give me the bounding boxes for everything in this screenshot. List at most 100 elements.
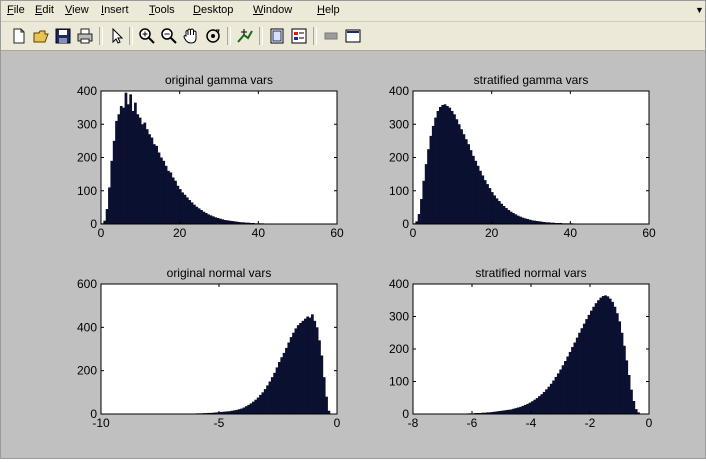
- stratified-gamma-bar: [524, 218, 527, 224]
- zoom-out-icon[interactable]: [159, 26, 179, 46]
- pan-hand-icon[interactable]: [181, 26, 201, 46]
- original-gamma-ytick-label: 0: [90, 217, 97, 231]
- open-file-icon[interactable]: [31, 26, 51, 46]
- show-plot-tools-icon[interactable]: [343, 26, 363, 46]
- menu-desktop-key: D: [193, 4, 201, 16]
- stratified-normal-bar: [581, 328, 584, 414]
- original-normal-bar: [309, 318, 312, 414]
- stratified-gamma-bar: [418, 214, 421, 224]
- stratified-normal-bar: [609, 299, 612, 414]
- original-normal-bar: [283, 353, 286, 414]
- stratified-gamma-bar: [486, 184, 489, 224]
- hide-plot-tools-icon[interactable]: [321, 26, 341, 46]
- stratified-normal-bar: [588, 315, 591, 414]
- menu-help-key: H: [317, 4, 325, 16]
- original-normal-bar: [295, 328, 298, 414]
- original-gamma-bar: [125, 93, 128, 224]
- stratified-normal-bar: [621, 333, 624, 414]
- original-gamma-ytick-label: 200: [77, 151, 97, 165]
- menu-view[interactable]: View: [65, 4, 89, 16]
- stratified-gamma-bar: [463, 134, 466, 224]
- stratified-gamma-ytick-label: 300: [389, 117, 409, 131]
- stratified-gamma-ytick-label: 100: [389, 184, 409, 198]
- menu-window[interactable]: Window: [253, 4, 292, 16]
- figure-toolbar: [1, 22, 705, 51]
- stratified-gamma-bar: [522, 218, 525, 224]
- stratified-normal-ytick-label: 200: [389, 342, 409, 356]
- original-gamma-bar: [181, 192, 184, 224]
- stratified-gamma-ytick-label: 200: [389, 151, 409, 165]
- menu-overflow-arrow-icon[interactable]: ▼: [695, 5, 704, 15]
- menu-edit[interactable]: Edit: [35, 4, 54, 16]
- original-normal-bar: [313, 321, 316, 414]
- menu-help[interactable]: Help: [317, 4, 340, 16]
- original-normal-bar: [261, 392, 264, 414]
- stratified-gamma-bar: [460, 129, 463, 224]
- data-cursor-icon[interactable]: [235, 26, 255, 46]
- original-gamma-bar: [118, 114, 121, 224]
- original-gamma-bar: [132, 111, 135, 224]
- stratified-normal-ytick-label: 300: [389, 310, 409, 324]
- menu-desktop[interactable]: Desktop: [193, 4, 233, 16]
- menu-file[interactable]: File: [7, 4, 25, 16]
- menu-bar: File Edit View Insert Tools Desktop Wind…: [1, 1, 705, 22]
- stratified-gamma-bar: [474, 161, 477, 224]
- toolbar-separator: [227, 27, 231, 45]
- stratified-normal-bar: [628, 375, 631, 414]
- menu-tools[interactable]: Tools: [149, 4, 175, 16]
- original-gamma-xtick-label: 0: [98, 226, 105, 240]
- rotate-3d-icon[interactable]: [203, 26, 223, 46]
- original-gamma-bar: [186, 197, 189, 224]
- stratified-normal-bar: [559, 369, 562, 414]
- original-gamma-bar: [212, 216, 215, 224]
- original-normal-bar: [297, 325, 300, 414]
- stratified-normal-xtick-label: -2: [585, 416, 596, 430]
- menu-edit-rest: dit: [42, 4, 54, 16]
- stratified-normal-bar: [566, 356, 569, 414]
- stratified-normal-bar: [503, 410, 506, 414]
- stratified-gamma-bar: [503, 206, 506, 224]
- stratified-gamma-bar: [420, 199, 423, 224]
- original-gamma-bar: [224, 220, 227, 224]
- stratified-normal-bar: [604, 295, 607, 414]
- original-gamma-ytick-label: 300: [77, 117, 97, 131]
- original-normal-xtick-label: -5: [214, 416, 225, 430]
- stratified-gamma-title: stratified gamma vars: [474, 73, 589, 87]
- original-normal-bar: [299, 323, 302, 414]
- stratified-normal-bar: [564, 361, 567, 414]
- stratified-normal-bar: [618, 321, 621, 414]
- original-gamma-bar: [219, 219, 222, 224]
- original-gamma-bar: [177, 186, 180, 224]
- original-normal-bar: [304, 319, 307, 414]
- menu-insert[interactable]: Insert: [101, 4, 129, 16]
- stratified-normal-bar: [540, 394, 543, 414]
- legend-icon[interactable]: [289, 26, 309, 46]
- zoom-in-icon[interactable]: [137, 26, 157, 46]
- original-normal-ytick-label: 400: [77, 320, 97, 334]
- new-figure-icon[interactable]: [9, 26, 29, 46]
- pointer-icon[interactable]: [107, 26, 127, 46]
- original-gamma-title: original gamma vars: [165, 73, 273, 87]
- stratified-normal-xtick-label: 0: [646, 416, 653, 430]
- menu-file-rest: ile: [14, 4, 25, 16]
- original-gamma-bar: [188, 200, 191, 224]
- colorbar-icon[interactable]: [267, 26, 287, 46]
- stratified-normal-bar: [576, 338, 579, 414]
- stratified-gamma-bar: [448, 108, 451, 224]
- stratified-normal-bar: [550, 384, 553, 414]
- print-icon[interactable]: [75, 26, 95, 46]
- stratified-normal-bar: [599, 298, 602, 414]
- stratified-gamma-bar: [467, 144, 470, 224]
- original-gamma-bar: [169, 172, 172, 224]
- save-icon[interactable]: [53, 26, 73, 46]
- original-gamma-bar: [136, 114, 139, 224]
- stratified-gamma-bar: [479, 171, 482, 224]
- stratified-gamma-bar: [505, 208, 508, 224]
- stratified-gamma-bar: [481, 175, 484, 224]
- stratified-gamma-bar: [451, 111, 454, 224]
- original-normal-bar: [238, 409, 241, 414]
- original-normal-bar: [306, 317, 309, 415]
- original-normal-bar: [318, 340, 321, 414]
